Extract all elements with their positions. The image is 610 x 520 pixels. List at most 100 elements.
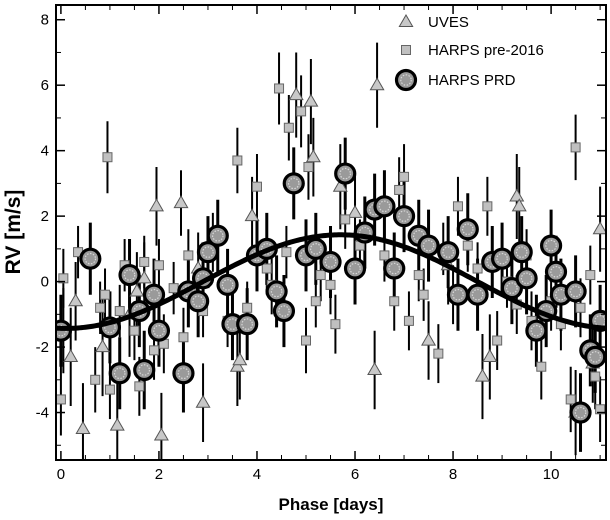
- point-square-23: [242, 302, 253, 313]
- point-triangle-2: [68, 293, 84, 307]
- point-circle-25-texture: [324, 256, 337, 268]
- point-square-1: [58, 273, 69, 284]
- point-square-8: [114, 306, 125, 317]
- point-square-42: [394, 184, 405, 195]
- point-square-63: [570, 142, 581, 153]
- y-tick-label-6: 6: [41, 77, 49, 94]
- point-circle-31-texture: [388, 262, 401, 275]
- point-square-35: [325, 279, 336, 290]
- x-axis-title: Phase [days]: [279, 495, 384, 514]
- point-circle-46: [539, 234, 563, 257]
- legend-marker-triangle: [398, 13, 414, 28]
- point-circle-37-texture: [461, 223, 474, 236]
- point-triangle-19: [305, 149, 321, 163]
- point-circle-35-texture: [442, 246, 454, 258]
- point-circle-36-texture: [452, 288, 464, 301]
- point-triangle-16: [244, 208, 260, 222]
- point-circle-2-texture: [104, 321, 116, 334]
- point-triangle-27: [482, 348, 498, 362]
- point-square-53: [482, 201, 493, 212]
- point-triangle-7: [129, 283, 145, 297]
- point-triangle-1: [63, 348, 79, 362]
- legend: UVES HARPS pre-2016 HARPS PRD: [394, 13, 544, 92]
- y-tick-label-4: 4: [41, 143, 49, 160]
- x-tick-label-6: 6: [351, 466, 359, 483]
- point-triangle-14: [229, 358, 245, 372]
- point-circle-41-texture: [506, 282, 518, 294]
- legend-label-triangle: UVES: [428, 14, 469, 31]
- point-circle-40: [490, 247, 514, 270]
- y-tick-label--4: -4: [36, 405, 49, 422]
- point-square-5: [100, 289, 111, 300]
- point-circle-50: [569, 401, 592, 424]
- point-circle-20: [265, 280, 288, 303]
- point-square-50: [452, 201, 463, 212]
- point-circle-21: [272, 299, 296, 323]
- point-circle-46-texture: [545, 239, 557, 252]
- legend-marker-circle: [394, 68, 418, 92]
- point-circle-49-texture: [569, 285, 582, 298]
- point-triangle-5: [109, 417, 125, 431]
- point-circle-42-texture: [515, 246, 528, 258]
- point-square-3: [90, 374, 101, 385]
- point-square-11: [134, 381, 145, 392]
- point-square-17: [178, 332, 189, 343]
- point-triangle-24: [421, 332, 437, 346]
- point-circle-15: [216, 273, 239, 296]
- point-square-46: [418, 289, 429, 300]
- point-triangle-22: [367, 361, 383, 376]
- point-circle-13-texture: [202, 246, 214, 258]
- point-circle-52-texture: [589, 351, 602, 363]
- point-circle-6: [133, 358, 156, 382]
- point-square-44: [403, 315, 414, 326]
- point-square-24: [251, 181, 262, 192]
- point-square-18: [183, 250, 194, 261]
- point-circle-49: [564, 280, 587, 303]
- point-circle-47: [544, 260, 568, 283]
- legend-marker-circle-texture: [400, 74, 412, 86]
- point-square-34: [315, 270, 326, 281]
- point-circle-52: [584, 345, 606, 368]
- y-tick-label-8: 8: [41, 12, 49, 29]
- point-circle-17: [236, 313, 259, 336]
- sinusoid-fit-line: [56, 232, 606, 331]
- point-square-13: [149, 345, 160, 356]
- point-triangle-10: [153, 427, 169, 441]
- point-circle-9: [172, 362, 195, 385]
- point-circle-1-texture: [84, 252, 97, 265]
- y-tick-label--2: -2: [36, 339, 49, 356]
- point-circle-22-texture: [287, 177, 300, 190]
- point-square-36: [330, 319, 341, 330]
- point-circle-43-texture: [520, 272, 533, 285]
- point-circle-30: [373, 195, 396, 218]
- point-triangle-4: [95, 339, 111, 353]
- y-tick-label-2: 2: [41, 208, 49, 225]
- point-circle-21-texture: [278, 305, 290, 317]
- point-circle-40-texture: [496, 252, 508, 265]
- data-markers: [56, 77, 606, 441]
- point-triangle-3: [75, 420, 91, 434]
- point-square-16: [168, 283, 179, 294]
- point-square-47: [433, 348, 444, 359]
- point-square-52: [472, 263, 483, 274]
- point-square-31: [301, 335, 311, 346]
- point-circle-22: [282, 172, 305, 195]
- point-circle-13: [196, 241, 220, 264]
- point-circle-31: [383, 257, 406, 280]
- point-circle-47-texture: [550, 265, 562, 278]
- point-square-28: [281, 247, 292, 258]
- point-circle-9-texture: [177, 367, 190, 380]
- point-square-27: [274, 83, 285, 94]
- point-circle-39-texture: [486, 256, 499, 268]
- point-circle-6-texture: [138, 364, 151, 376]
- point-circle-15-texture: [221, 279, 234, 291]
- point-square-62: [565, 394, 576, 405]
- point-circle-4-texture: [123, 269, 136, 281]
- point-triangle-29: [511, 198, 527, 212]
- x-tick-label-0: 0: [57, 466, 65, 483]
- point-triangle-20: [332, 178, 348, 192]
- point-circle-50-texture: [574, 406, 587, 419]
- point-circle-24: [304, 237, 327, 260]
- point-circle-36: [446, 283, 470, 306]
